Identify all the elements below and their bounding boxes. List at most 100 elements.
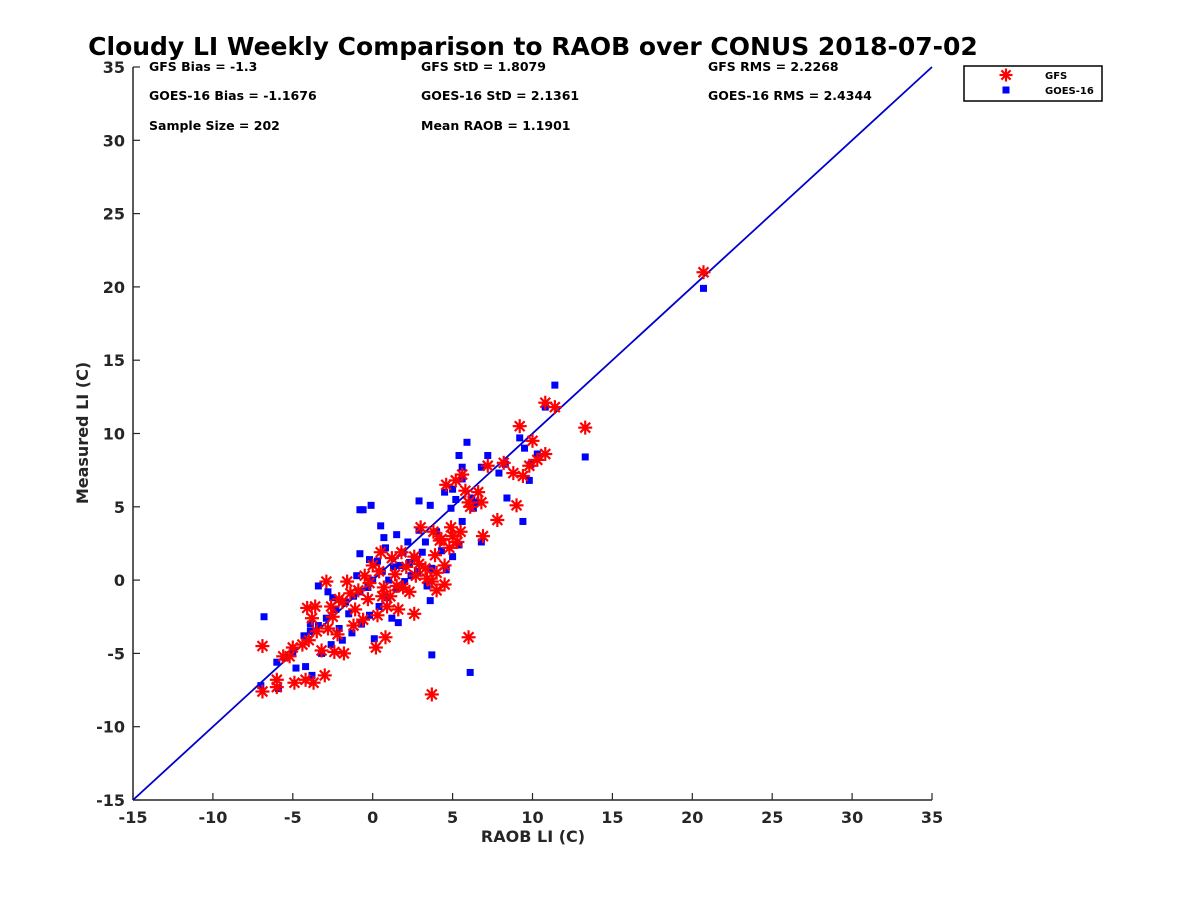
- goes16-point: [525, 476, 533, 484]
- gfs-point: [309, 624, 324, 639]
- gfs-point: [509, 498, 524, 513]
- goes16-point: [375, 602, 383, 610]
- goes16-point: [455, 451, 463, 459]
- gfs-point: [314, 643, 329, 658]
- goes16-point: [441, 488, 449, 496]
- legend-box: [963, 65, 1103, 102]
- gfs-point: [530, 452, 545, 467]
- goes16-point: [449, 485, 457, 493]
- gfs-point: [360, 592, 375, 607]
- stat-gfs-rms: GFS RMS = 2.2268: [708, 59, 839, 74]
- stat-mean-raob: Mean RAOB = 1.1901: [421, 118, 570, 133]
- gfs-point: [442, 540, 457, 555]
- goes16-point: [415, 497, 423, 505]
- gfs-point: [463, 499, 478, 514]
- stat-goes-bias: GOES-16 Bias = -1.1676: [149, 88, 317, 103]
- gfs-point: [538, 447, 553, 462]
- goes16-point: [364, 583, 372, 591]
- goes16-point: [353, 572, 361, 580]
- gfs-point: [407, 606, 422, 621]
- goes16-point: [292, 664, 300, 672]
- goes16-point: [329, 594, 337, 602]
- gfs-point: [330, 627, 345, 642]
- goes16-point: [699, 284, 707, 292]
- gfs-point: [439, 477, 454, 492]
- goes16-point: [394, 619, 402, 627]
- gfs-point: [461, 630, 476, 645]
- x-tick-label: 5: [447, 808, 458, 827]
- gfs-point: [287, 675, 302, 690]
- goes16-point: [401, 578, 409, 586]
- x-tick-label: 10: [521, 808, 543, 827]
- goes16-point: [469, 504, 477, 512]
- gfs-point: [255, 684, 270, 699]
- gfs-point: [320, 621, 335, 636]
- gfs-point: [389, 578, 404, 593]
- goes16-point: [358, 620, 366, 628]
- gfs-point: [324, 599, 339, 614]
- gfs-point: [525, 433, 540, 448]
- stats-annotations: GFS Bias = -1.3 GFS StD = 1.8079 GFS RMS…: [149, 59, 872, 133]
- y-axis-label: Measured LI (C): [73, 362, 92, 504]
- goes16-point: [418, 548, 426, 556]
- goes16-point: [519, 517, 527, 525]
- gfs-point: [285, 640, 300, 655]
- goes16-point: [466, 668, 474, 676]
- x-axis-label: RAOB LI (C): [481, 827, 585, 846]
- goes16-point: [389, 563, 397, 571]
- gfs-point: [458, 483, 473, 498]
- goes16-point: [388, 614, 396, 622]
- goes16-point: [366, 556, 374, 564]
- gfs-point: [420, 571, 435, 586]
- goes16-point: [521, 444, 529, 452]
- goes16-point: [383, 594, 391, 602]
- goes16-point: [327, 641, 335, 649]
- y-tick-label: 10: [103, 425, 125, 444]
- gfs-point: [522, 458, 537, 473]
- y-tick-label: -5: [107, 644, 125, 663]
- data-points: [255, 265, 711, 702]
- goes16-point: [359, 506, 367, 514]
- gfs-point: [515, 469, 530, 484]
- gfs-point: [496, 455, 511, 470]
- gfs-point: [380, 599, 395, 614]
- goes16-point: [257, 682, 265, 690]
- x-tick-label: 20: [681, 808, 703, 827]
- gfs-point: [413, 520, 428, 535]
- gfs-point: [471, 485, 486, 500]
- goes16-point: [477, 463, 485, 471]
- gfs-point: [304, 611, 319, 626]
- gfs-point: [429, 565, 444, 580]
- gfs-point: [319, 574, 334, 589]
- legend-goes-label: GOES-16: [1045, 86, 1094, 97]
- gfs-point: [391, 602, 406, 617]
- gfs-point: [255, 639, 270, 654]
- x-tick-label: -15: [119, 808, 148, 827]
- gfs-point: [300, 600, 315, 615]
- y-tick-label: 25: [103, 205, 125, 224]
- gfs-point: [437, 577, 452, 592]
- goes16-point: [428, 651, 436, 659]
- goes16-point: [367, 501, 375, 509]
- x-tick-label: 0: [367, 808, 378, 827]
- gfs-point: [512, 419, 527, 434]
- gfs-point: [384, 551, 399, 566]
- goes16-point: [449, 553, 457, 561]
- gfs-point: [480, 458, 495, 473]
- goes16-point: [345, 610, 353, 618]
- gfs-point: [378, 630, 393, 645]
- gfs-point: [336, 646, 351, 661]
- legend-goes-marker: [1002, 86, 1010, 94]
- goes16-point: [332, 605, 340, 613]
- goes16-point: [458, 517, 466, 525]
- gfs-point: [506, 466, 521, 481]
- goes16-point: [324, 588, 332, 596]
- gfs-point: [346, 618, 361, 633]
- goes16-point: [581, 453, 589, 461]
- stat-gfs-std: GFS StD = 1.8079: [421, 59, 546, 74]
- reference-line-group: [132, 66, 933, 801]
- gfs-point: [424, 687, 439, 702]
- goes16-point: [322, 614, 330, 622]
- goes16-point: [426, 501, 434, 509]
- gfs-point: [578, 420, 593, 435]
